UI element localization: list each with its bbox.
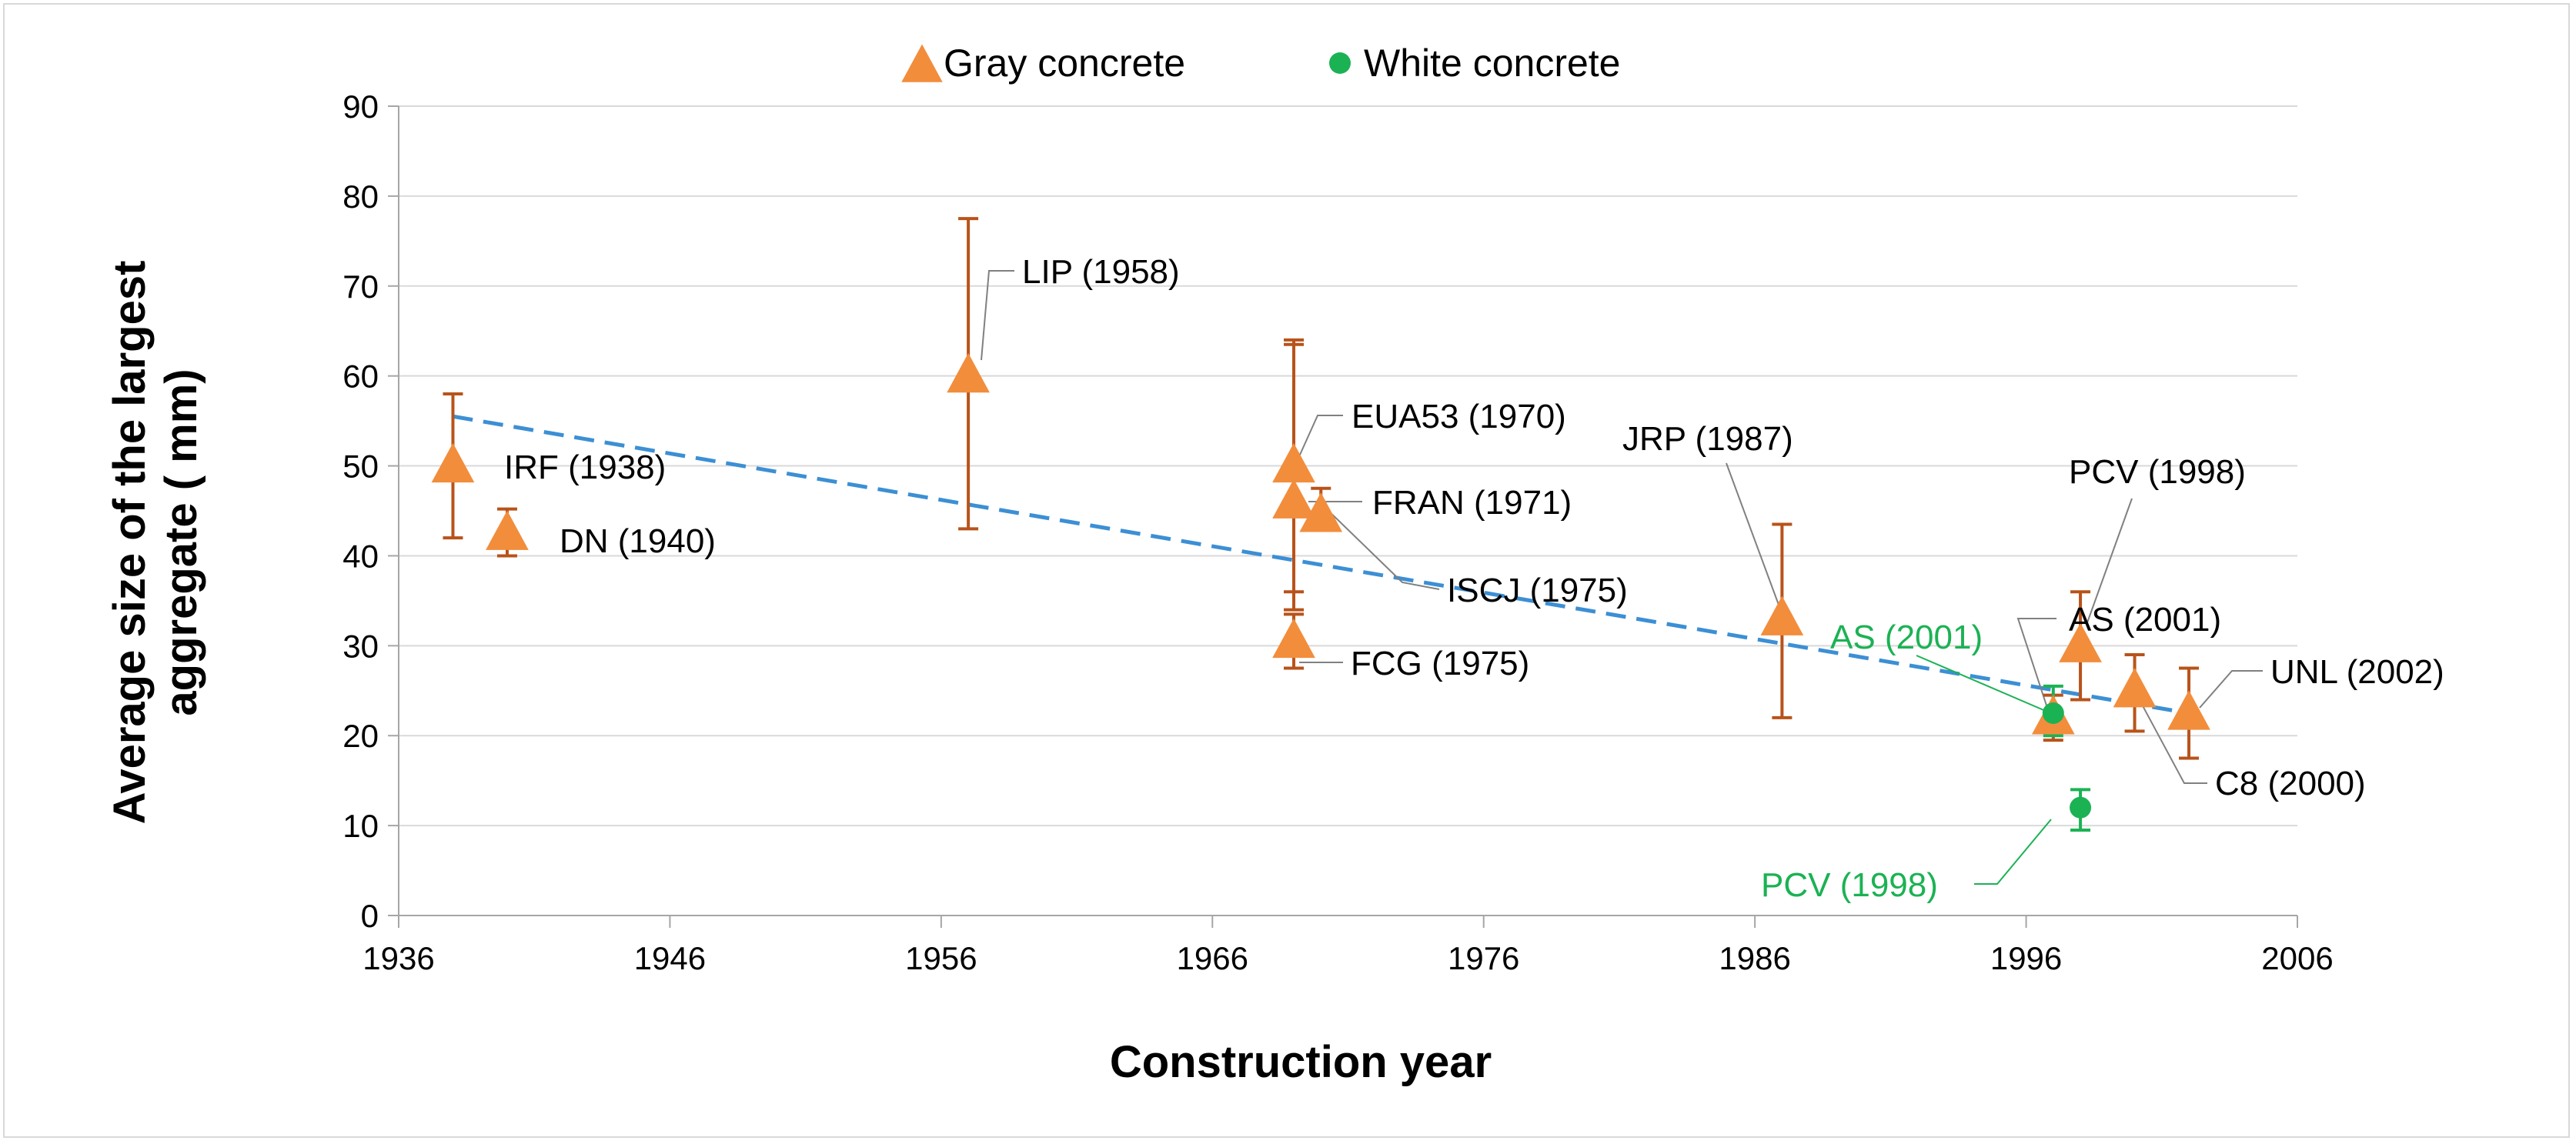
y-tick-label: 80	[342, 178, 379, 215]
gray-point-leader	[2016, 618, 2056, 709]
gray-point-label: EUA53 (1970)	[1351, 398, 1566, 435]
gray-point-label: AS (2001)	[2069, 601, 2221, 639]
legend-label-white: White concrete	[1364, 42, 1620, 85]
gray-point-leader	[981, 270, 1014, 361]
x-tick-label: 1996	[1990, 940, 2062, 976]
gray-point-leader	[2199, 670, 2263, 709]
gray-concrete-point	[1760, 595, 1804, 635]
axes: 0 10 20 30 40 50 60 70 80 90 1936 1946 1956 1966 1976 1…	[342, 88, 2333, 976]
gray-point-label: DN (1940)	[560, 522, 716, 560]
white-concrete-point	[2042, 702, 2064, 724]
x-tick-label: 1956	[905, 940, 977, 976]
white-point-label: PCV (1998)	[1761, 866, 1938, 904]
legend-triangle-icon	[901, 44, 943, 82]
gray-concrete-point	[431, 442, 475, 483]
legend-circle-icon	[1329, 52, 1351, 74]
gray-concrete-point	[1272, 479, 1315, 519]
white-point-label: AS (2001)	[1830, 619, 1983, 656]
y-tick-label: 40	[342, 538, 379, 574]
data-markers	[431, 352, 2210, 819]
x-tick-label: 1976	[1448, 940, 1519, 976]
y-tick-label: 20	[342, 718, 379, 754]
trendline-path	[453, 414, 2190, 715]
gray-point-label: JRP (1987)	[1622, 420, 1793, 458]
y-tick-label: 0	[361, 898, 379, 934]
trendline	[453, 414, 2190, 715]
gray-point-leader	[1726, 462, 1785, 620]
gray-concrete-point	[486, 510, 529, 550]
y-tick-label: 60	[342, 359, 379, 395]
gray-concrete-point	[947, 352, 990, 393]
x-tick-label: 1946	[634, 940, 706, 976]
gray-point-label: LIP (1958)	[1022, 253, 1180, 291]
gray-point-label: FCG (1975)	[1351, 645, 1529, 682]
gray-point-label: ISCJ (1975)	[1447, 572, 1628, 609]
x-tick-label: 2006	[2261, 940, 2333, 976]
gray-point-label: C8 (2000)	[2215, 765, 2366, 802]
y-axis-title-line-1: Average size of the largest	[105, 261, 155, 825]
gray-concrete-point	[1272, 442, 1315, 483]
gray-point-leader	[1325, 507, 1440, 590]
gray-point-leader	[2086, 498, 2133, 625]
gray-point-label: PCV (1998)	[2069, 453, 2246, 491]
gray-point-leader	[2139, 699, 2207, 784]
x-axis-title: Construction year	[1110, 1037, 1492, 1087]
white-point-leader	[1916, 655, 2048, 712]
white-concrete-point	[2070, 796, 2092, 819]
y-axis-title-line-2: aggregate ( mm)	[156, 369, 206, 715]
x-tick-label: 1936	[363, 940, 434, 976]
white-point-leader	[1974, 819, 2052, 885]
gray-point-label: FRAN (1971)	[1372, 484, 1572, 522]
y-tick-label: 50	[342, 449, 379, 485]
y-tick-label: 90	[342, 88, 379, 125]
y-tick-label: 30	[342, 628, 379, 664]
annotation-leaders	[981, 270, 2263, 885]
gray-concrete-point	[1299, 492, 1343, 532]
y-tick-label: 10	[342, 808, 379, 844]
x-tick-label: 1986	[1719, 940, 1790, 976]
legend: Gray concrete White concrete	[901, 42, 1620, 85]
legend-label-gray: Gray concrete	[944, 42, 1185, 85]
y-tick-label: 70	[342, 268, 379, 305]
gray-point-label: IRF (1938)	[504, 449, 666, 486]
gridlines	[399, 105, 2297, 827]
annotations: IRF (1938) DN (1940) LIP (1958) EUA53 (1970…	[504, 253, 2444, 904]
gray-concrete-point	[2059, 622, 2102, 662]
gray-concrete-point	[2113, 668, 2157, 708]
gray-concrete-point	[2167, 690, 2210, 730]
gray-point-label: UNL (2002)	[2270, 653, 2444, 691]
gray-concrete-point	[1272, 618, 1315, 659]
chart-frame	[3, 3, 2570, 1138]
x-tick-label: 1966	[1177, 940, 1248, 976]
gray-point-leader	[1296, 415, 1343, 462]
